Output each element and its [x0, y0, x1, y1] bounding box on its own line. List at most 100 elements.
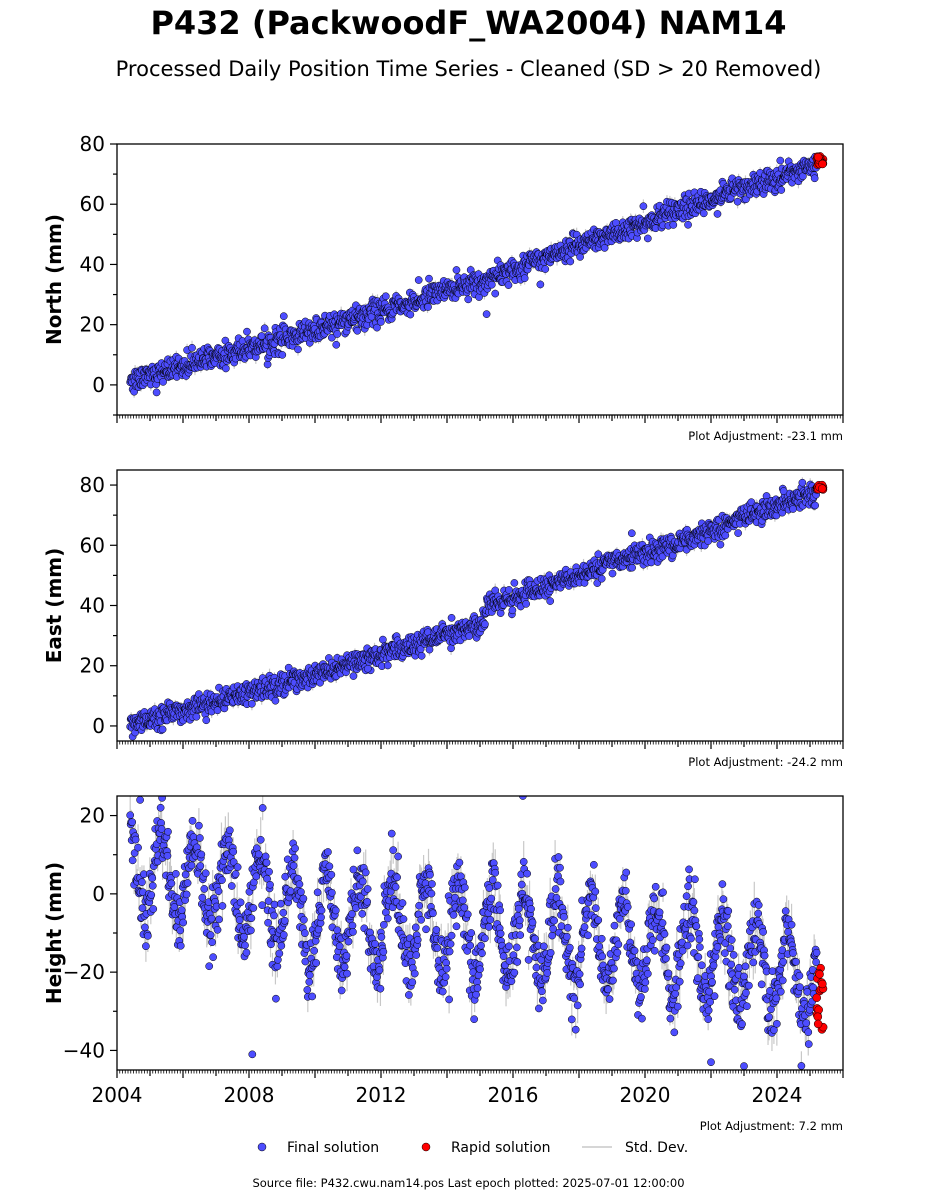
final-solution-points: [126, 478, 821, 741]
final-point: [383, 661, 392, 670]
y-tick-label: 0: [92, 373, 105, 397]
final-point: [505, 586, 513, 594]
final-point: [278, 351, 287, 359]
final-point: [424, 303, 432, 311]
final-point: [294, 345, 302, 354]
outlier-point: [482, 310, 491, 318]
final-point: [798, 478, 807, 487]
final-point: [594, 550, 603, 559]
outlier-point: [779, 487, 788, 495]
y-tick-label: 40: [80, 594, 105, 618]
plot-adjustment-note: Plot Adjustment: -23.1 mm: [688, 429, 843, 443]
y-tick-label: 40: [80, 252, 105, 276]
final-point: [669, 221, 678, 229]
chart-title: P432 (PackwoodF_WA2004) NAM14: [150, 4, 787, 42]
final-point: [464, 295, 473, 304]
final-point: [541, 265, 550, 273]
panel-1: 0 20 40 60 80 North (mm) Plot Adjustment: -23.…: [42, 132, 844, 443]
y-tick-label: 0: [92, 714, 105, 738]
plot-adjustment-note: Plot Adjustment: -24.2 mm: [688, 755, 843, 769]
final-point: [597, 574, 606, 583]
final-point: [608, 569, 617, 578]
final-point: [600, 244, 609, 252]
rapid-solution-points: [812, 152, 828, 169]
final-point: [425, 274, 433, 283]
final-point: [733, 197, 742, 206]
final-point: [414, 276, 423, 284]
final-point: [465, 632, 474, 640]
final-point: [447, 613, 456, 622]
final-point: [522, 600, 530, 608]
final-point: [699, 209, 708, 218]
rapid-point: [818, 159, 827, 169]
final-point: [566, 257, 575, 266]
final-point: [447, 644, 455, 653]
y-axis-label: North (mm): [42, 214, 66, 345]
final-point: [713, 210, 722, 218]
final-point: [716, 540, 725, 549]
final-point: [704, 537, 713, 545]
outlier-point: [776, 156, 785, 165]
final-point: [684, 220, 692, 229]
final-point: [332, 340, 341, 349]
final-point: [373, 323, 381, 332]
final-point: [810, 174, 819, 183]
final-point: [536, 280, 545, 289]
final-point: [279, 312, 288, 321]
final-point: [271, 696, 280, 705]
final-point: [353, 326, 362, 335]
outlier-point: [627, 529, 636, 538]
final-point: [643, 234, 652, 243]
final-point: [188, 343, 196, 352]
final-point: [328, 333, 336, 342]
final-point: [811, 501, 819, 510]
final-point: [159, 378, 167, 386]
final-point: [734, 529, 742, 537]
final-point: [510, 579, 519, 587]
y-tick-label: 60: [80, 192, 105, 216]
final-point: [452, 266, 461, 274]
final-point: [647, 558, 656, 567]
final-point: [481, 620, 489, 629]
rapid-solution-points: [812, 480, 828, 494]
final-point: [639, 202, 648, 211]
final-point: [202, 716, 211, 725]
final-point: [381, 292, 390, 301]
final-point: [520, 274, 529, 283]
final-point: [333, 330, 342, 338]
final-point: [546, 597, 555, 605]
final-solution-points: [126, 152, 821, 397]
rapid-point: [817, 484, 827, 493]
final-point: [349, 672, 358, 680]
final-point: [377, 318, 385, 326]
outlier-point: [152, 388, 161, 397]
final-point: [789, 505, 797, 513]
final-point: [425, 645, 434, 654]
panel-2: 0 20 40 60 80 East (mm) Plot Adjustment: -24.2…: [42, 469, 844, 769]
y-tick-label: 60: [80, 533, 105, 557]
final-point: [417, 651, 426, 660]
y-axis-label: East (mm): [42, 548, 66, 664]
y-tick-label: 20: [80, 654, 105, 678]
final-point: [379, 635, 387, 644]
final-point: [487, 280, 496, 289]
final-point: [777, 186, 786, 194]
y-tick-label: 20: [80, 313, 105, 337]
final-point: [491, 289, 500, 298]
final-point: [406, 310, 415, 319]
final-point: [721, 531, 730, 540]
y-tick-label: 80: [80, 473, 105, 497]
outlier-point: [363, 664, 372, 673]
y-tick-label: 80: [80, 132, 105, 156]
final-point: [260, 324, 269, 333]
final-point: [222, 364, 230, 373]
chart-subtitle: Processed Daily Position Time Series - C…: [115, 57, 822, 81]
final-point: [158, 725, 167, 734]
final-point: [628, 563, 636, 572]
final-point: [263, 360, 272, 369]
final-point: [508, 606, 517, 615]
rapid-point: [814, 152, 823, 162]
final-point: [248, 699, 256, 708]
